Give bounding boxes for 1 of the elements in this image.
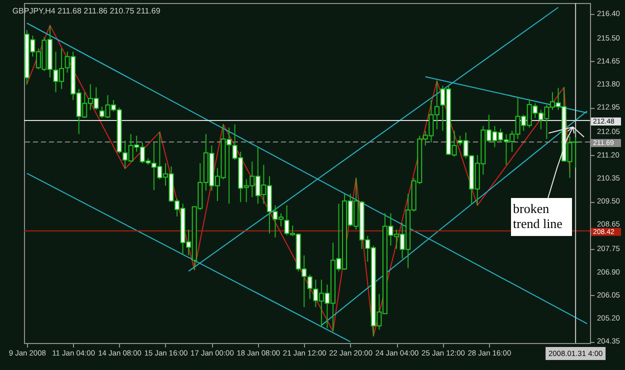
annotation: broken trend line: [513, 201, 563, 231]
